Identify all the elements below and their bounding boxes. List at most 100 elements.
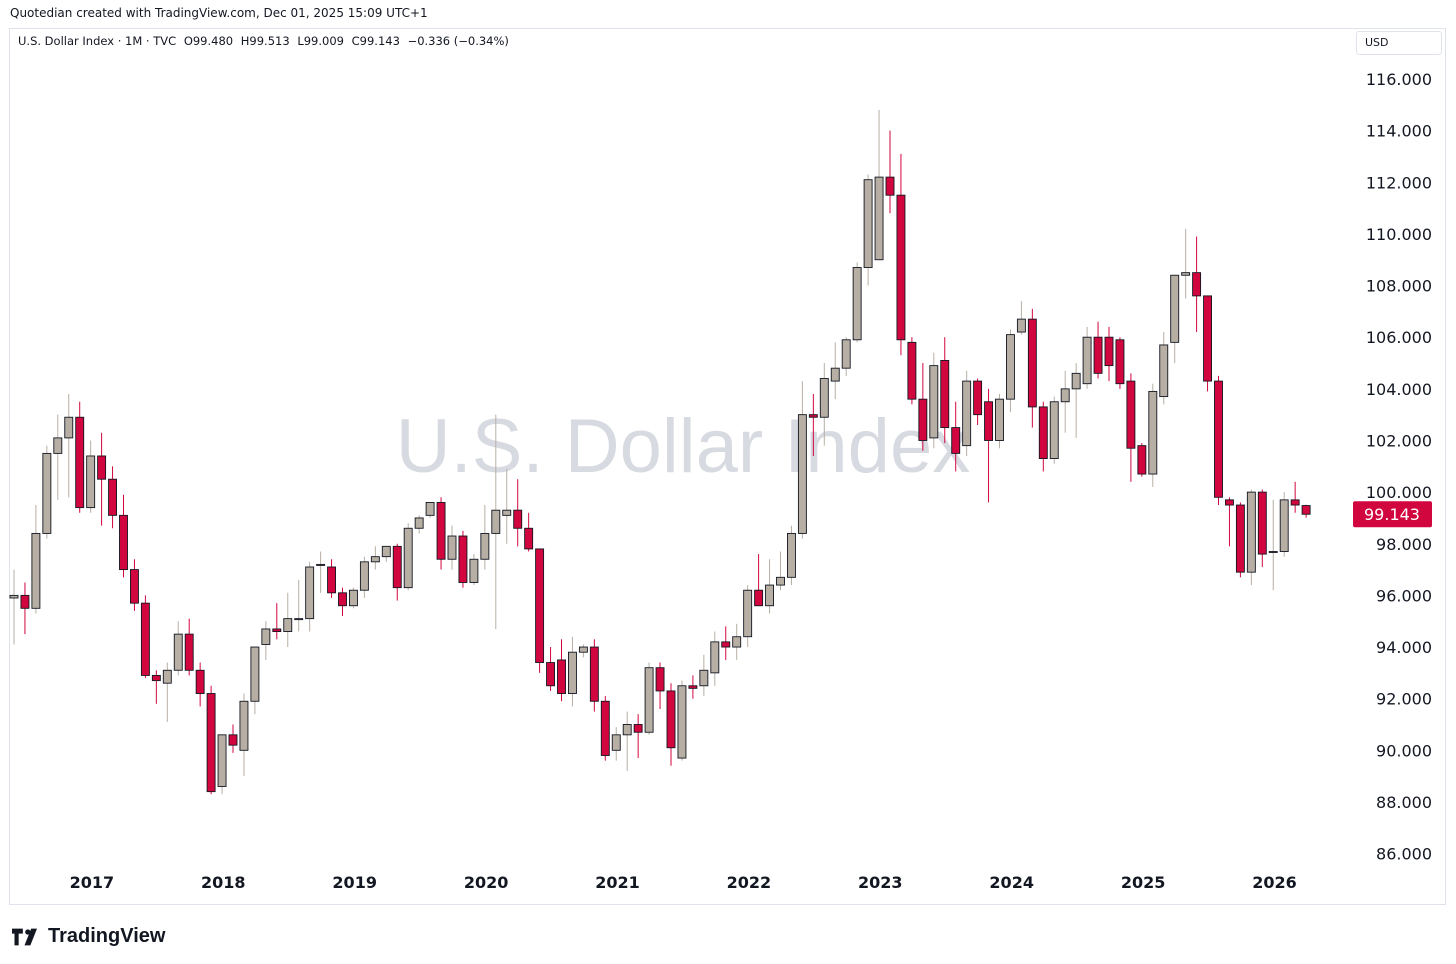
candle (228, 724, 238, 753)
candle (381, 545, 391, 562)
candle-body (929, 365, 939, 439)
candle-body (129, 569, 139, 604)
candle-body (688, 685, 698, 689)
candle-body (830, 367, 840, 382)
candle-body (1192, 272, 1202, 297)
candle-body (885, 176, 895, 196)
candle-body (754, 589, 764, 607)
tradingview-logo[interactable]: TradingView (12, 925, 165, 948)
candle-body (863, 179, 873, 268)
candle (1027, 308, 1037, 428)
candle (841, 337, 851, 376)
candle (1082, 326, 1092, 389)
symbol-legend: U.S. Dollar Index · 1M · TVC O99.480 H99… (18, 34, 513, 48)
candle-body (1049, 401, 1059, 460)
candle-body (217, 734, 227, 787)
candle-body (797, 414, 807, 534)
candle-body (239, 700, 249, 751)
candle-body (184, 633, 194, 671)
candle (140, 595, 150, 679)
candle (1115, 337, 1125, 389)
candle (688, 675, 698, 699)
last-price-label: 99.143 (1364, 505, 1420, 524)
y-tick-label: 110.000 (1366, 225, 1432, 244)
candle (1170, 274, 1180, 364)
candle-body (940, 359, 950, 429)
candle (108, 466, 118, 529)
candle (129, 559, 139, 611)
candle (896, 153, 906, 356)
candle (797, 381, 807, 539)
candle-body (1279, 499, 1289, 552)
candle (480, 505, 490, 570)
candle-body (491, 509, 501, 534)
candle-body (1235, 504, 1245, 573)
candle (633, 714, 643, 759)
candle (940, 337, 950, 444)
currency-button[interactable]: USD (1356, 31, 1442, 55)
candle (1126, 373, 1136, 482)
candle (425, 501, 435, 518)
candles-layer (9, 109, 1311, 795)
candle-body (305, 566, 315, 620)
y-tick-label: 102.000 (1366, 431, 1432, 450)
candle-body (1016, 318, 1026, 333)
x-tick-label: 2018 (201, 873, 246, 892)
candle-body (151, 674, 161, 682)
candle-body (907, 341, 917, 400)
candle-body (1301, 505, 1311, 515)
y-tick-label: 112.000 (1366, 173, 1432, 192)
candle-body (1071, 372, 1081, 390)
candle (776, 551, 785, 591)
candle-body (524, 527, 534, 550)
candle (502, 468, 512, 544)
candle (524, 512, 534, 552)
candle-body (349, 589, 358, 607)
x-tick-label: 2025 (1121, 873, 1166, 892)
legend-open: O99.480 (183, 34, 234, 48)
candle-body (677, 685, 687, 759)
candle-body (951, 427, 961, 454)
candle (885, 130, 895, 214)
candle (327, 559, 336, 598)
candle (261, 621, 271, 660)
y-tick-label: 90.000 (1376, 741, 1432, 760)
candle-body (1203, 295, 1213, 382)
candle (721, 626, 731, 660)
candle-body (75, 416, 85, 509)
candle-body (228, 734, 238, 746)
candle-body (469, 558, 479, 583)
candle (414, 515, 424, 534)
candle-body (458, 535, 468, 583)
candle-body (359, 561, 369, 591)
x-tick-label: 2024 (989, 873, 1034, 892)
candle (655, 662, 665, 710)
candle-body (918, 398, 928, 441)
candle (666, 683, 676, 766)
candle (1181, 228, 1191, 299)
candle-body (644, 667, 654, 733)
candle-body (447, 535, 457, 560)
y-tick-label: 94.000 (1376, 638, 1432, 657)
candle (578, 644, 588, 658)
candle (1203, 295, 1213, 392)
candle (338, 587, 347, 617)
candle-body (1148, 390, 1158, 475)
candle (359, 556, 369, 598)
candle-body (1038, 406, 1048, 460)
y-tick-label: 116.000 (1366, 70, 1432, 89)
candle-body (1006, 334, 1015, 400)
candle-body (1126, 380, 1136, 449)
candle-body (721, 641, 731, 648)
candle (1290, 481, 1300, 513)
x-axis: 2017 2018 2019 2020 2021 2022 2023 2024 2025 2026 (70, 873, 1297, 892)
candle-body (776, 576, 785, 586)
y-tick-label: 100.000 (1366, 483, 1432, 502)
y-tick-label: 86.000 (1376, 845, 1432, 864)
tradingview-logo-icon (12, 928, 37, 945)
y-tick-label: 98.000 (1376, 535, 1432, 554)
candle (250, 646, 260, 715)
candle-body (1027, 318, 1037, 408)
candle-body (841, 339, 851, 369)
